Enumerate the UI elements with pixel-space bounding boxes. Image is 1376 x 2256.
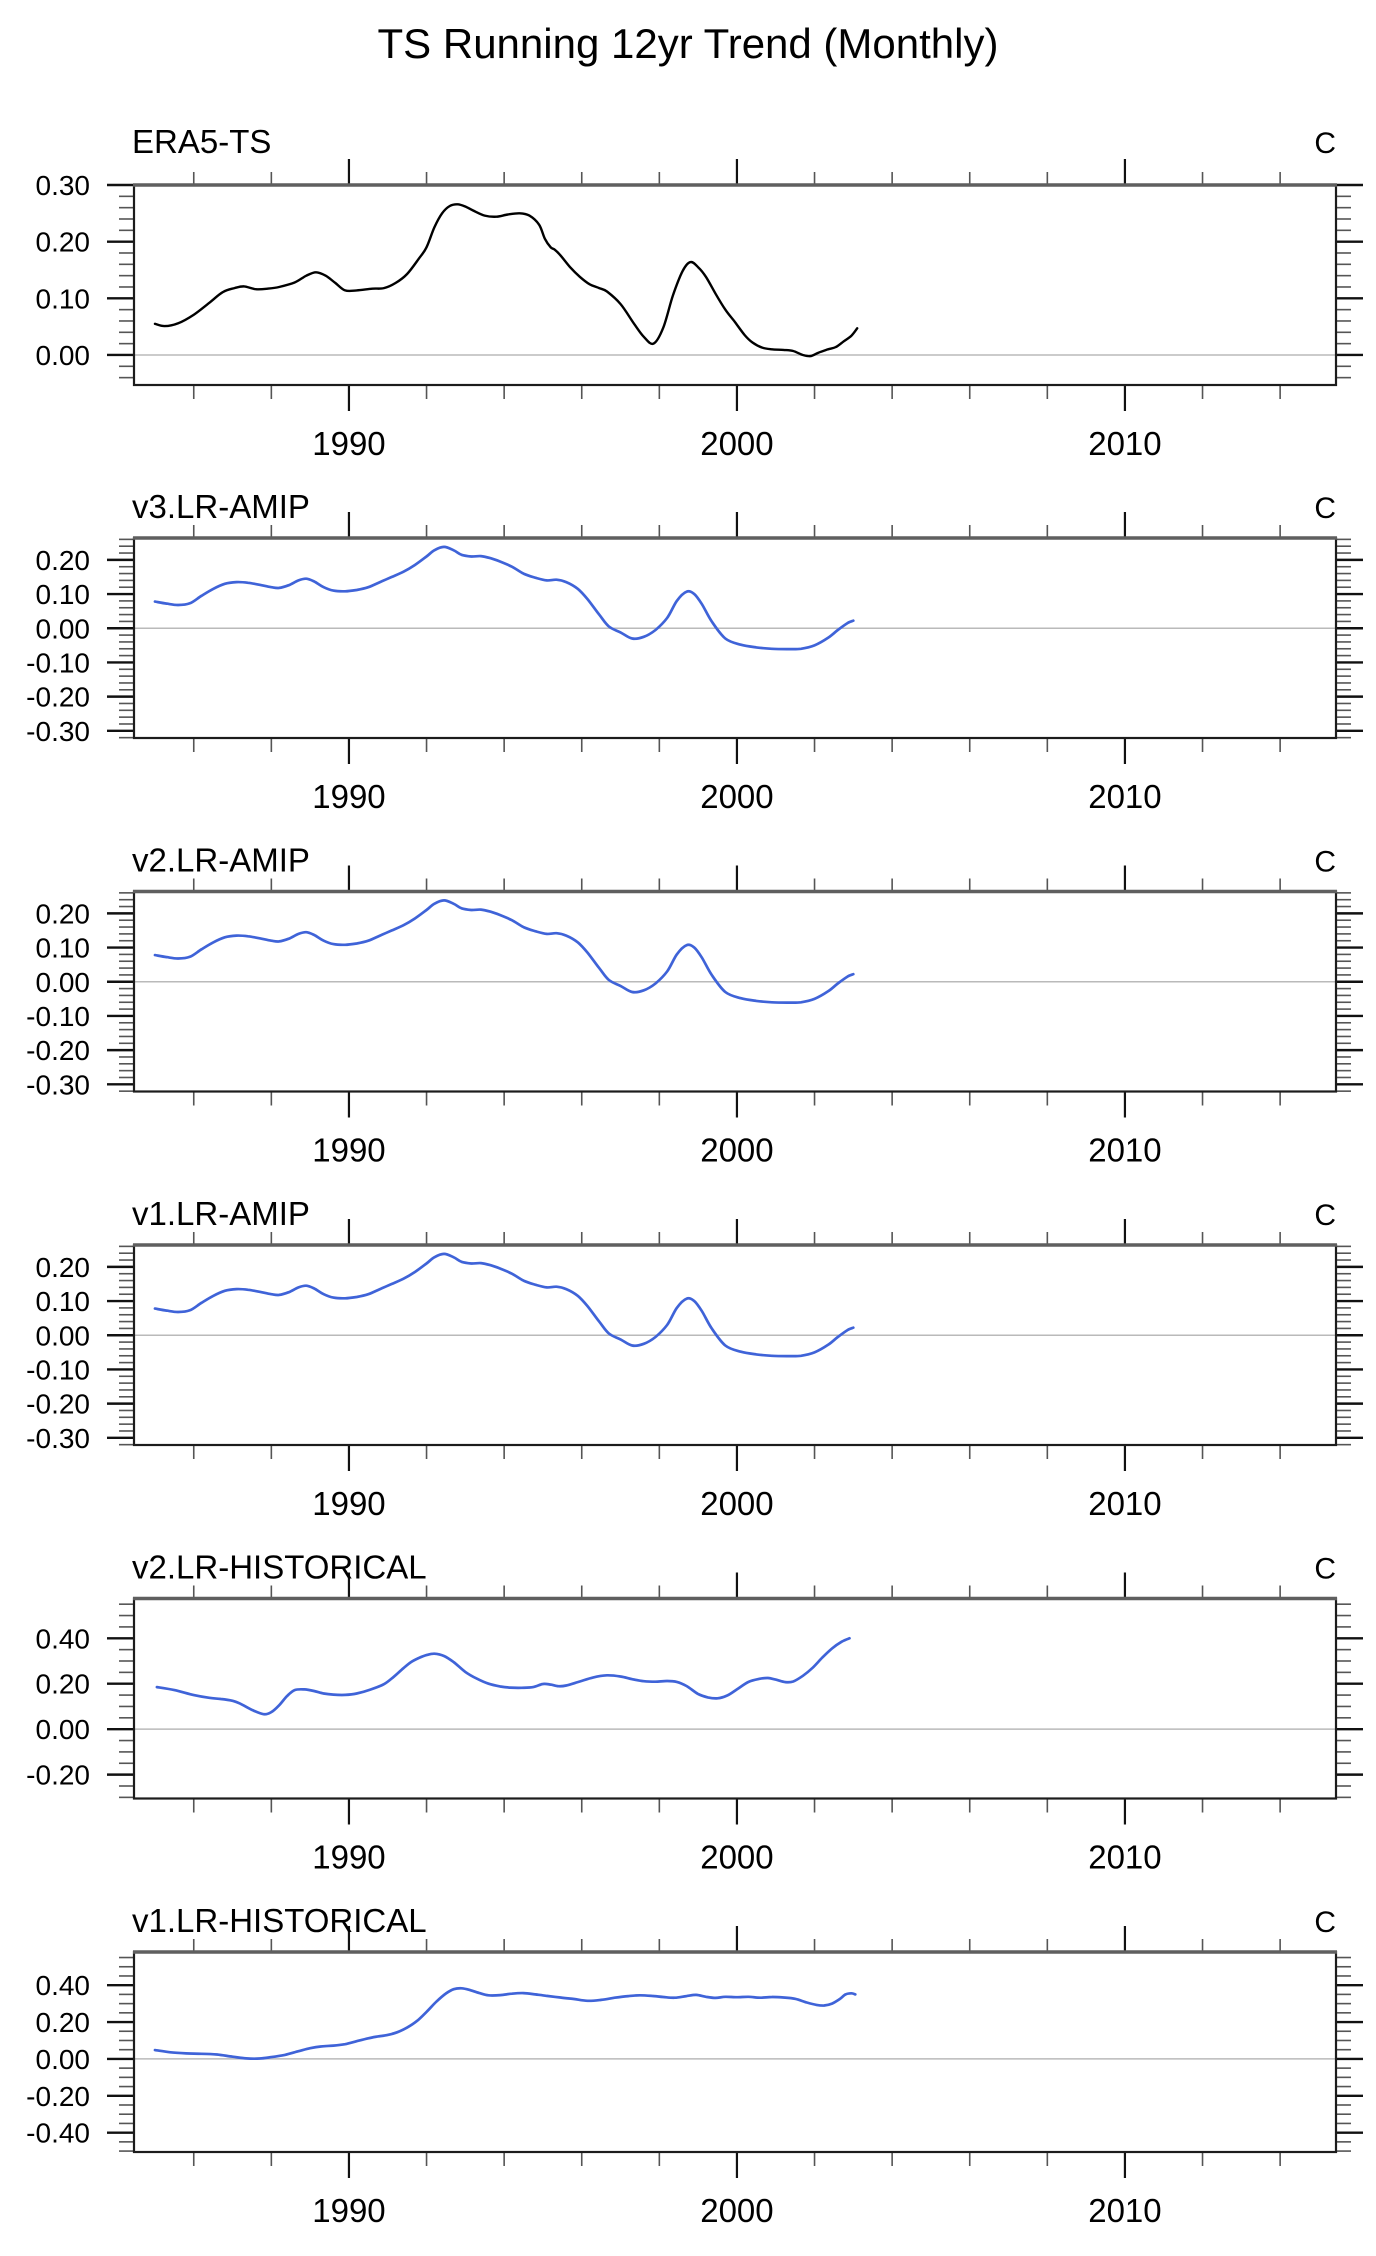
trend-line (153, 1252, 855, 1358)
x-tick-label: 1990 (312, 2192, 385, 2229)
x-tick-label: 2010 (1088, 425, 1161, 462)
y-tick-label: 0.00 (36, 613, 91, 644)
y-tick-label: 0.10 (36, 283, 91, 314)
panel-units-label: C (1314, 846, 1336, 879)
x-tick-label: 2000 (700, 425, 773, 462)
x-tick-label: 1990 (312, 1485, 385, 1522)
panel-v2.LR-HISTORICAL: 1990 2000 2010 0.40 0.20 0.00 -0.20 v2.LR-HISTO… (26, 1549, 1363, 1876)
panel-v1.LR-AMIP: 1990 2000 2010 0.200.100.00-0.10 -0.20-0.30 v… (26, 1195, 1363, 1522)
y-tick-label: -0.30 (26, 1069, 90, 1100)
plot-box (132, 1950, 1338, 2154)
panel-title: v1.LR-AMIP (132, 1195, 310, 1232)
y-tick-label: -0.40 (26, 2118, 90, 2149)
x-tick-label: 2000 (700, 2192, 773, 2229)
x-tick-label: 2000 (700, 1485, 773, 1522)
panel-v2.LR-AMIP: 1990 2000 2010 0.20 0.100.00-0.10-0.20-0.30 v… (26, 842, 1363, 1169)
panel-title: v2.LR-HISTORICAL (132, 1549, 427, 1586)
panel-title: v2.LR-AMIP (132, 842, 310, 879)
y-tick-label: -0.20 (26, 2081, 90, 2112)
y-tick-label: -0.10 (26, 1354, 90, 1385)
panel-units-label: C (1314, 1199, 1336, 1232)
y-tick-label: -0.10 (26, 647, 90, 678)
panel-ERA5-TS: 1990 2000 2010 0.30 0.20 0.10 0.00 ERA5-TS C (36, 123, 1363, 462)
y-tick-label: 0.00 (36, 1714, 91, 1745)
y-tick-label: 0.20 (36, 227, 91, 258)
y-tick-label: 0.20 (36, 1252, 91, 1283)
y-tick-label: 0.00 (36, 1320, 91, 1351)
trend-line (155, 1636, 851, 1716)
y-tick-label: -0.10 (26, 1001, 90, 1032)
panel-units-label: C (1314, 492, 1336, 525)
y-tick-label: 0.10 (36, 933, 91, 964)
x-tick-label: 1990 (312, 1132, 385, 1169)
y-tick-label: 0.40 (36, 1970, 91, 2001)
panel-units-label: C (1314, 1553, 1336, 1586)
y-tick-label: 0.20 (36, 2007, 91, 2038)
x-tick-label: 2010 (1088, 778, 1161, 815)
figure-title: TS Running 12yr Trend (Monthly) (377, 20, 999, 67)
plot-box (132, 1243, 1338, 1447)
plot-box (132, 890, 1338, 1093)
x-tick-label: 2000 (700, 778, 773, 815)
x-tick-label: 1990 (312, 1839, 385, 1876)
plot-box (132, 1597, 1338, 1800)
y-tick-label: -0.30 (26, 1423, 90, 1454)
panel-title: v1.LR-HISTORICAL (132, 1902, 427, 1939)
panel-title: v3.LR-AMIP (132, 488, 310, 525)
y-tick-label: -0.30 (26, 716, 90, 747)
panel-units-label: C (1314, 127, 1336, 160)
trend-line (153, 203, 859, 358)
x-tick-label: 2000 (700, 1839, 773, 1876)
panel-title: ERA5-TS (132, 123, 271, 160)
x-tick-label: 2010 (1088, 1839, 1161, 1876)
y-tick-label: -0.20 (26, 1389, 90, 1420)
trend-line (153, 899, 855, 1005)
panel-v1.LR-HISTORICAL: 1990 2000 2010 0.40 0.20 0.00 -0.20 -0.40 v1.LR-… (26, 1902, 1363, 2229)
y-tick-label: 0.10 (36, 1286, 91, 1317)
panel-units-label: C (1314, 1906, 1336, 1939)
plot-box (132, 536, 1338, 740)
x-tick-label: 2010 (1088, 1132, 1161, 1169)
y-tick-label: 0.30 (36, 170, 91, 201)
x-tick-label: 2000 (700, 1132, 773, 1169)
y-tick-label: 0.00 (36, 967, 91, 998)
y-tick-label: -0.20 (26, 1760, 90, 1791)
y-tick-label: 0.10 (36, 579, 91, 610)
x-tick-label: 2010 (1088, 1485, 1161, 1522)
y-tick-label: 0.20 (36, 1669, 91, 1700)
trend-line (153, 1986, 857, 2061)
x-tick-label: 1990 (312, 778, 385, 815)
y-tick-label: 0.00 (36, 2044, 91, 2075)
x-tick-label: 1990 (312, 425, 385, 462)
y-tick-label: 0.20 (36, 898, 91, 929)
panel-v3.LR-AMIP: 1990 2000 2010 0.200.100.00-0.10 -0.20-0.30 v… (26, 488, 1363, 815)
y-tick-label: 0.00 (36, 340, 91, 371)
trend-line (153, 545, 855, 651)
y-tick-label: 0.20 (36, 545, 91, 576)
x-tick-label: 2010 (1088, 2192, 1161, 2229)
y-tick-label: -0.20 (26, 682, 90, 713)
y-tick-label: -0.20 (26, 1035, 90, 1066)
y-tick-label: 0.40 (36, 1623, 91, 1654)
